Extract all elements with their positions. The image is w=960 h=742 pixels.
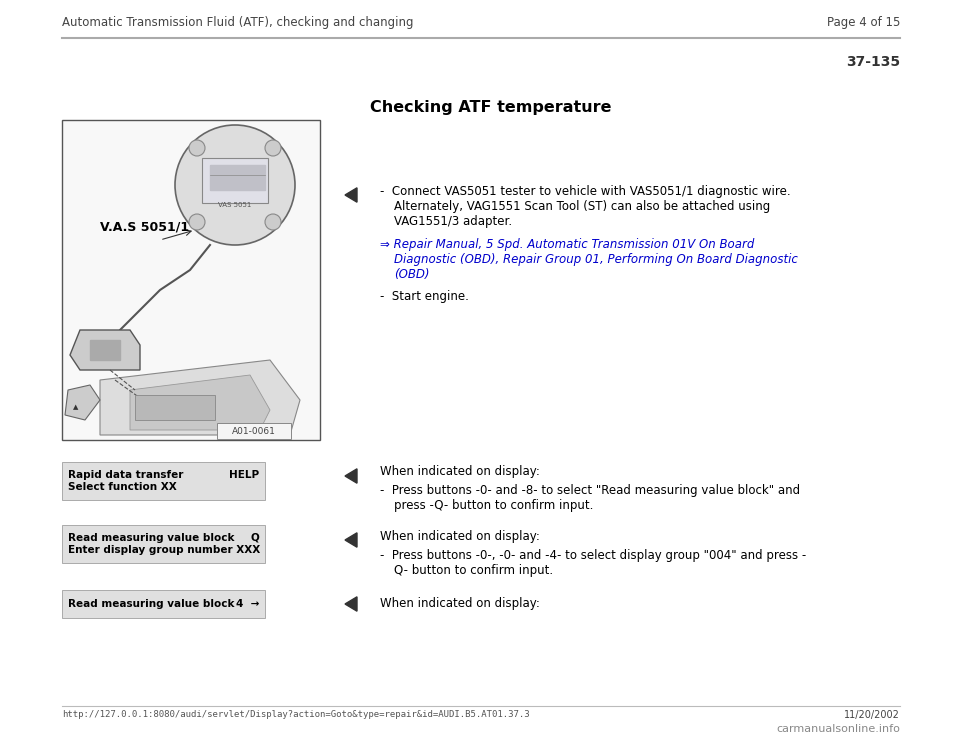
- FancyBboxPatch shape: [217, 423, 291, 439]
- Text: Read measuring value block: Read measuring value block: [68, 599, 234, 609]
- Text: When indicated on display:: When indicated on display:: [380, 597, 540, 610]
- FancyBboxPatch shape: [202, 158, 268, 203]
- Text: A01-0061: A01-0061: [232, 427, 276, 436]
- Text: Read measuring value block: Read measuring value block: [68, 533, 234, 543]
- Text: VAS 5051: VAS 5051: [218, 202, 252, 208]
- Text: -  Press buttons -0- and -8- to select "Read measuring value block" and: - Press buttons -0- and -8- to select "R…: [380, 484, 800, 497]
- Text: ▲: ▲: [73, 404, 79, 410]
- Text: VAG1551/3 adapter.: VAG1551/3 adapter.: [394, 215, 512, 228]
- Text: ⇒ Repair Manual, 5 Spd. Automatic Transmission 01V On Board: ⇒ Repair Manual, 5 Spd. Automatic Transm…: [380, 238, 755, 251]
- FancyBboxPatch shape: [62, 525, 265, 563]
- Text: Q- button to confirm input.: Q- button to confirm input.: [394, 564, 553, 577]
- Polygon shape: [65, 385, 100, 420]
- Text: When indicated on display:: When indicated on display:: [380, 530, 540, 543]
- Polygon shape: [345, 533, 357, 547]
- Polygon shape: [100, 360, 300, 435]
- Text: -  Start engine.: - Start engine.: [380, 290, 468, 303]
- Text: 37-135: 37-135: [846, 55, 900, 69]
- Text: V.A.S 5051/1: V.A.S 5051/1: [100, 220, 189, 233]
- Text: Rapid data transfer: Rapid data transfer: [68, 470, 183, 480]
- Polygon shape: [345, 469, 357, 483]
- Text: HELP: HELP: [228, 470, 259, 480]
- Polygon shape: [130, 375, 270, 430]
- Polygon shape: [90, 340, 120, 360]
- Text: (OBD): (OBD): [394, 268, 429, 281]
- Text: Checking ATF temperature: Checking ATF temperature: [370, 100, 612, 115]
- Text: Enter display group number XXX: Enter display group number XXX: [68, 545, 260, 555]
- FancyBboxPatch shape: [135, 395, 215, 420]
- Text: 4  →: 4 →: [235, 599, 259, 609]
- Text: Diagnostic (OBD), Repair Group 01, Performing On Board Diagnostic: Diagnostic (OBD), Repair Group 01, Perfo…: [394, 253, 798, 266]
- Text: -  Connect VAS5051 tester to vehicle with VAS5051/1 diagnostic wire.: - Connect VAS5051 tester to vehicle with…: [380, 185, 791, 198]
- Text: press -Q- button to confirm input.: press -Q- button to confirm input.: [394, 499, 593, 512]
- Text: Select function XX: Select function XX: [68, 482, 177, 492]
- Text: -  Press buttons -0-, -0- and -4- to select display group "004" and press -: - Press buttons -0-, -0- and -4- to sele…: [380, 549, 806, 562]
- Text: carmanualsonline.info: carmanualsonline.info: [776, 724, 900, 734]
- Text: http://127.0.0.1:8080/audi/servlet/Display?action=Goto&type=repair&id=AUDI.B5.AT: http://127.0.0.1:8080/audi/servlet/Displ…: [62, 710, 530, 719]
- Text: Page 4 of 15: Page 4 of 15: [827, 16, 900, 29]
- FancyBboxPatch shape: [62, 120, 320, 440]
- Polygon shape: [70, 330, 140, 370]
- Text: Automatic Transmission Fluid (ATF), checking and changing: Automatic Transmission Fluid (ATF), chec…: [62, 16, 414, 29]
- Polygon shape: [210, 165, 265, 190]
- FancyBboxPatch shape: [62, 462, 265, 500]
- Text: Q: Q: [251, 533, 259, 543]
- Circle shape: [265, 140, 281, 156]
- Text: When indicated on display:: When indicated on display:: [380, 465, 540, 478]
- Polygon shape: [345, 188, 357, 203]
- Circle shape: [265, 214, 281, 230]
- Text: 11/20/2002: 11/20/2002: [844, 710, 900, 720]
- Text: Alternately, VAG1551 Scan Tool (ST) can also be attached using: Alternately, VAG1551 Scan Tool (ST) can …: [394, 200, 770, 213]
- FancyBboxPatch shape: [62, 590, 265, 618]
- Polygon shape: [345, 597, 357, 611]
- Circle shape: [175, 125, 295, 245]
- Circle shape: [189, 140, 205, 156]
- Circle shape: [189, 214, 205, 230]
